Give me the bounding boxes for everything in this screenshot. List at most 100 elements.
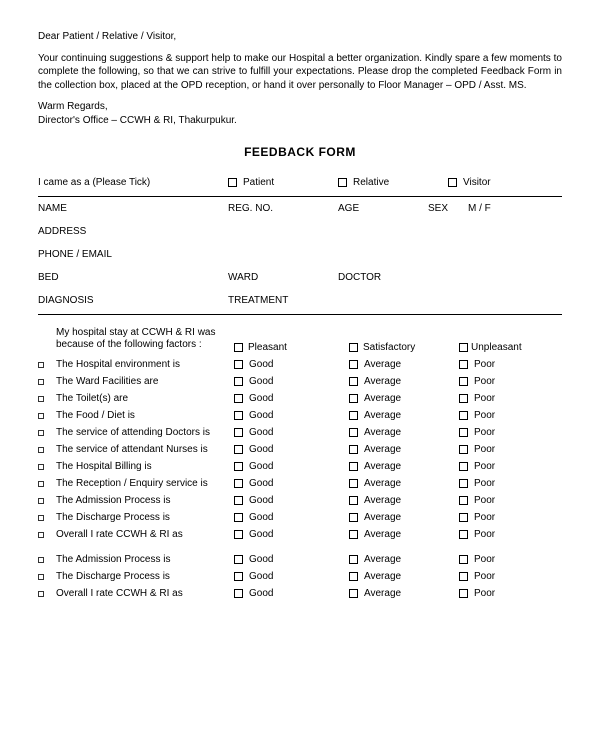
rating-average[interactable]: Average — [349, 529, 459, 540]
checkbox-icon[interactable] — [234, 530, 243, 539]
came-as-visitor[interactable]: Visitor — [448, 177, 538, 188]
rating-good[interactable]: Good — [234, 529, 349, 540]
overall-unpleasant[interactable]: Unpleasant — [459, 342, 549, 353]
rating-good[interactable]: Good — [234, 393, 349, 404]
checkbox-icon[interactable] — [349, 445, 358, 454]
rating-average[interactable]: Average — [349, 571, 459, 582]
checkbox-icon[interactable] — [349, 394, 358, 403]
checkbox-icon[interactable] — [234, 513, 243, 522]
rating-good[interactable]: Good — [234, 359, 349, 370]
checkbox-icon[interactable] — [459, 530, 468, 539]
checkbox-icon[interactable] — [459, 343, 468, 352]
rating-average[interactable]: Average — [349, 461, 459, 472]
rating-poor[interactable]: Poor — [459, 588, 549, 599]
checkbox-icon[interactable] — [349, 428, 358, 437]
checkbox-icon[interactable] — [459, 572, 468, 581]
rating-average[interactable]: Average — [349, 376, 459, 387]
checkbox-icon[interactable] — [234, 360, 243, 369]
rating-poor[interactable]: Poor — [459, 410, 549, 421]
rating-poor[interactable]: Poor — [459, 376, 549, 387]
checkbox-icon[interactable] — [459, 589, 468, 598]
checkbox-icon[interactable] — [228, 178, 237, 187]
rating-row: The Admission Process isGoodAveragePoor — [38, 551, 562, 568]
rating-average[interactable]: Average — [349, 478, 459, 489]
checkbox-icon[interactable] — [349, 462, 358, 471]
rating-poor[interactable]: Poor — [459, 427, 549, 438]
rating-poor[interactable]: Poor — [459, 359, 549, 370]
rating-good[interactable]: Good — [234, 478, 349, 489]
rating-poor[interactable]: Poor — [459, 444, 549, 455]
checkbox-icon[interactable] — [349, 411, 358, 420]
checkbox-icon[interactable] — [459, 394, 468, 403]
rating-average[interactable]: Average — [349, 393, 459, 404]
rating-row: The service of attendant Nurses isGoodAv… — [38, 441, 562, 458]
rating-average[interactable]: Average — [349, 359, 459, 370]
rating-poor[interactable]: Poor — [459, 529, 549, 540]
checkbox-icon[interactable] — [448, 178, 457, 187]
rating-good[interactable]: Good — [234, 376, 349, 387]
rating-good[interactable]: Good — [234, 427, 349, 438]
rating-poor[interactable]: Poor — [459, 571, 549, 582]
checkbox-icon[interactable] — [234, 445, 243, 454]
rating-average[interactable]: Average — [349, 495, 459, 506]
checkbox-icon[interactable] — [234, 343, 243, 352]
checkbox-icon[interactable] — [234, 555, 243, 564]
rating-average[interactable]: Average — [349, 512, 459, 523]
bullet-icon — [38, 464, 56, 470]
checkbox-icon[interactable] — [234, 462, 243, 471]
rating-good[interactable]: Good — [234, 495, 349, 506]
overall-satisfactory[interactable]: Satisfactory — [349, 342, 459, 353]
rating-good[interactable]: Good — [234, 571, 349, 582]
checkbox-icon[interactable] — [349, 343, 358, 352]
checkbox-icon[interactable] — [349, 377, 358, 386]
rating-poor[interactable]: Poor — [459, 478, 549, 489]
checkbox-icon[interactable] — [234, 496, 243, 505]
checkbox-icon[interactable] — [459, 428, 468, 437]
checkbox-icon[interactable] — [234, 589, 243, 598]
checkbox-icon[interactable] — [459, 513, 468, 522]
checkbox-icon[interactable] — [459, 445, 468, 454]
checkbox-icon[interactable] — [349, 572, 358, 581]
rating-average[interactable]: Average — [349, 410, 459, 421]
checkbox-icon[interactable] — [234, 572, 243, 581]
rating-average[interactable]: Average — [349, 444, 459, 455]
rating-poor[interactable]: Poor — [459, 495, 549, 506]
rating-good[interactable]: Good — [234, 444, 349, 455]
checkbox-icon[interactable] — [349, 530, 358, 539]
came-as-label: I came as a (Please Tick) — [38, 177, 228, 188]
checkbox-icon[interactable] — [459, 479, 468, 488]
checkbox-icon[interactable] — [349, 479, 358, 488]
rating-good[interactable]: Good — [234, 512, 349, 523]
overall-pleasant[interactable]: Pleasant — [234, 342, 349, 353]
checkbox-icon[interactable] — [459, 462, 468, 471]
checkbox-icon[interactable] — [234, 394, 243, 403]
checkbox-icon[interactable] — [459, 555, 468, 564]
rating-good[interactable]: Good — [234, 588, 349, 599]
came-as-patient[interactable]: Patient — [228, 177, 338, 188]
checkbox-icon[interactable] — [459, 377, 468, 386]
checkbox-icon[interactable] — [459, 411, 468, 420]
checkbox-icon[interactable] — [349, 496, 358, 505]
checkbox-icon[interactable] — [349, 555, 358, 564]
rating-poor[interactable]: Poor — [459, 461, 549, 472]
rating-poor[interactable]: Poor — [459, 393, 549, 404]
checkbox-icon[interactable] — [234, 377, 243, 386]
rating-good[interactable]: Good — [234, 461, 349, 472]
checkbox-icon[interactable] — [459, 496, 468, 505]
checkbox-icon[interactable] — [349, 360, 358, 369]
checkbox-icon[interactable] — [234, 411, 243, 420]
rating-average[interactable]: Average — [349, 588, 459, 599]
checkbox-icon[interactable] — [349, 513, 358, 522]
checkbox-icon[interactable] — [338, 178, 347, 187]
checkbox-icon[interactable] — [459, 360, 468, 369]
checkbox-icon[interactable] — [234, 428, 243, 437]
rating-good[interactable]: Good — [234, 410, 349, 421]
rating-average[interactable]: Average — [349, 427, 459, 438]
rating-poor[interactable]: Poor — [459, 512, 549, 523]
checkbox-icon[interactable] — [234, 479, 243, 488]
rating-good[interactable]: Good — [234, 554, 349, 565]
came-as-relative[interactable]: Relative — [338, 177, 448, 188]
rating-average[interactable]: Average — [349, 554, 459, 565]
rating-poor[interactable]: Poor — [459, 554, 549, 565]
checkbox-icon[interactable] — [349, 589, 358, 598]
